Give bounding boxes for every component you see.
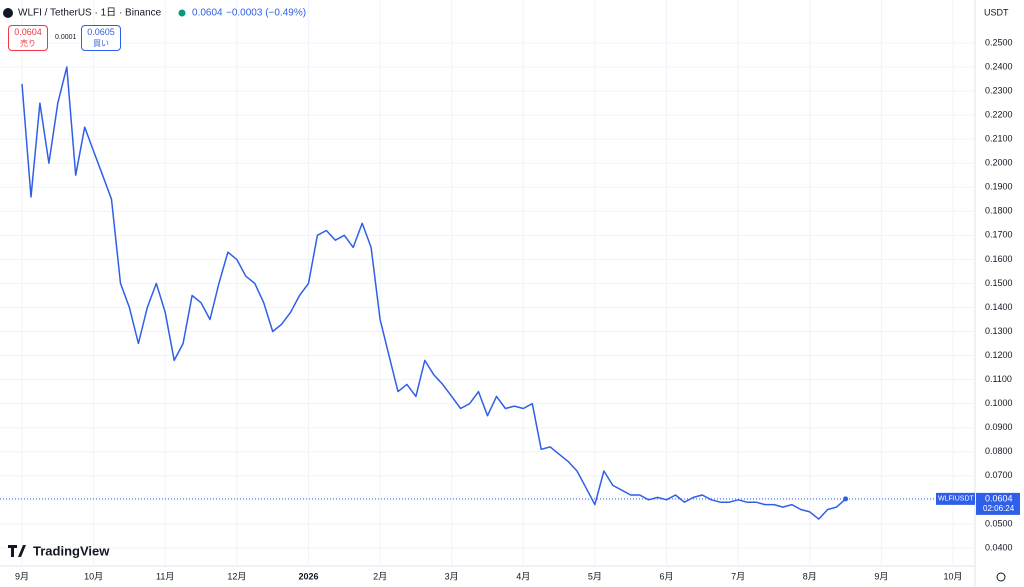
spread: 0.0001	[55, 34, 77, 41]
y-tick-label: 0.1200	[985, 350, 1013, 360]
logo: TradingView	[8, 543, 110, 558]
x-tick-label: 6月	[660, 571, 674, 581]
y-tick-label: 0.2400	[985, 61, 1013, 71]
plot	[21, 66, 849, 520]
y-tick-label: 0.0500	[985, 518, 1013, 528]
y-tick-label: 0.1900	[985, 182, 1013, 192]
y-tick-label: 0.1800	[985, 206, 1013, 216]
y-tick-label: 0.1600	[985, 254, 1013, 264]
status-dot	[178, 9, 186, 17]
symbol-tag	[936, 492, 975, 505]
x-tick-label: 8月	[803, 571, 817, 581]
y-tick-label: 0.2500	[985, 37, 1013, 47]
x-tick-label: 5月	[588, 571, 602, 581]
y-tick-label: 0.0700	[985, 470, 1013, 480]
x-tick-label: 2026	[298, 571, 318, 581]
x-tick-label: 11月	[156, 571, 174, 581]
grid	[0, 0, 975, 566]
y-tick-label: 0.0400	[985, 542, 1013, 552]
price: 0.0604	[192, 8, 223, 19]
y-tick-label: 0.2200	[985, 109, 1013, 119]
symbol-icon	[3, 8, 13, 18]
x-tick-label: 4月	[516, 571, 530, 581]
y-tick-label: 0.1400	[985, 302, 1013, 312]
y-tick-label: 0.0800	[985, 446, 1013, 456]
symbol: WLFI / TetherUS · 1日 · Binance	[18, 8, 162, 19]
y-tick-label: 0.2300	[985, 85, 1013, 95]
x-tick-label: 10月	[943, 571, 962, 581]
x-tick-label: 7月	[731, 571, 745, 581]
y-tick-label: 0.1300	[985, 326, 1013, 336]
sell-button[interactable]: 0.0604 売り	[8, 25, 48, 51]
y-tick-label: 0.1100	[985, 374, 1012, 384]
price-tag	[976, 492, 1020, 515]
last-point	[843, 496, 849, 502]
x-tick-label: 9月	[15, 571, 29, 581]
y-tick-label: 0.2100	[985, 134, 1013, 144]
y-tick-label: 0.1000	[985, 398, 1013, 408]
y-tick-label: 0.0900	[985, 422, 1013, 432]
x-tick-label: 12月	[227, 571, 246, 581]
buy-label: 買い	[93, 39, 109, 48]
x-tick-label: 2月	[373, 571, 387, 581]
y-tick-label: 0.1500	[985, 278, 1013, 288]
x-tick-label: 10月	[84, 571, 103, 581]
price-line	[21, 66, 847, 520]
countdown: 02:06:24	[983, 504, 1015, 513]
y-tick-label: 0.1700	[985, 230, 1013, 240]
x-tick-label: 9月	[874, 571, 888, 581]
y-tick-label: 0.2000	[985, 158, 1013, 168]
sell-label: 売り	[20, 39, 36, 48]
buy-price: 0.0605	[87, 27, 115, 37]
symbol-tag-label: WLFIUSDT	[938, 496, 975, 503]
currency: USDT	[984, 7, 1009, 17]
brand: TradingView	[33, 543, 110, 558]
logo-icon	[8, 545, 26, 557]
buy-button[interactable]: 0.0605 買い	[81, 25, 121, 51]
sell-price: 0.0604	[14, 27, 42, 37]
price-tag-label: 0.0604	[985, 493, 1013, 503]
change: −0.0003 (−0.49%)	[226, 8, 306, 19]
settings-icon[interactable]	[996, 572, 1006, 582]
x-tick-label: 3月	[445, 571, 459, 581]
